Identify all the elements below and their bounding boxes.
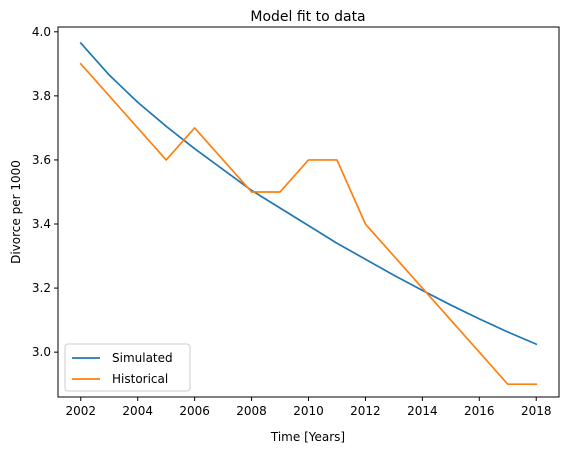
- legend-label-simulated: Simulated: [112, 351, 173, 365]
- series-line-simulated: [79, 41, 538, 346]
- y-tick-label: 4.0: [32, 25, 51, 39]
- x-tick-label: 2012: [350, 404, 381, 418]
- x-tick-label: 2002: [65, 404, 96, 418]
- x-tick-label: 2008: [236, 404, 267, 418]
- y-axis: 3.0 3.2 3.4 3.6 3.8 4.0: [32, 25, 58, 359]
- plot-area: [57, 26, 560, 398]
- series-layer: [79, 41, 538, 386]
- y-tick-label: 3.8: [32, 89, 51, 103]
- x-axis: 2002 2004 2006 2008 2010 2012 2014 2016 2018: [65, 397, 552, 418]
- y-tick-label: 3.0: [32, 345, 51, 359]
- y-tick-label: 3.2: [32, 281, 51, 295]
- legend: Simulated Historical: [64, 343, 191, 392]
- x-tick-label: 2016: [464, 404, 495, 418]
- x-tick-label: 2014: [407, 404, 438, 418]
- x-tick-label: 2004: [122, 404, 153, 418]
- y-axis-label: Divorce per 1000: [9, 160, 23, 264]
- x-tick-label: 2006: [179, 404, 210, 418]
- chart-title: Model fit to data: [250, 9, 365, 25]
- series-line-historical: [79, 62, 538, 386]
- y-tick-label: 3.4: [32, 217, 51, 231]
- y-tick-label: 3.6: [32, 153, 51, 167]
- x-tick-label: 2010: [293, 404, 324, 418]
- x-tick-label: 2018: [521, 404, 552, 418]
- x-axis-label: Time [Years]: [270, 430, 345, 444]
- legend-label-historical: Historical: [112, 372, 168, 386]
